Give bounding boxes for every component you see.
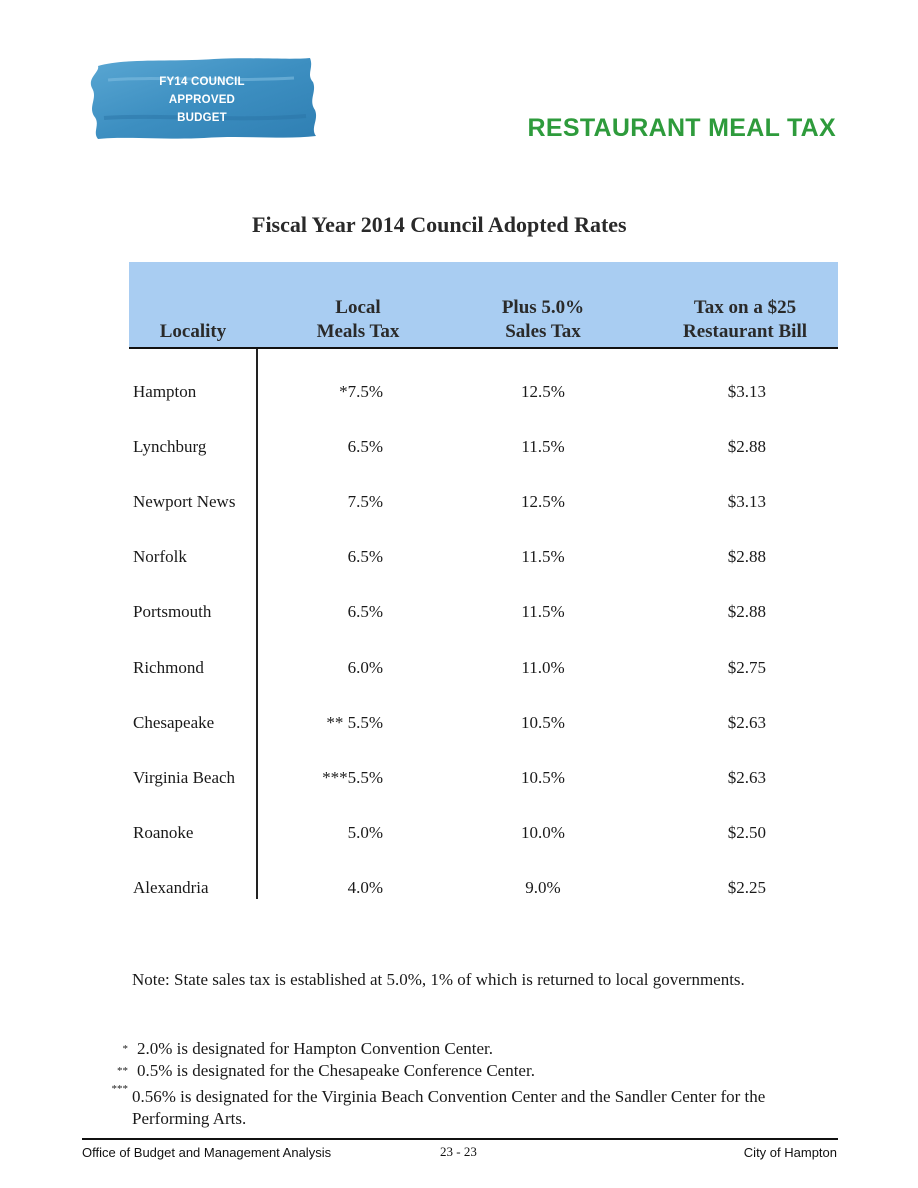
table-row: Alexandria 4.0% 9.0% $2.25 xyxy=(133,878,766,897)
header-locality: Locality xyxy=(159,321,227,342)
cell-tax-on-bill: $2.88 xyxy=(727,547,766,566)
footer-divider xyxy=(82,1138,838,1140)
badge-text: FY14 COUNCIL APPROVED BUDGET xyxy=(146,73,258,127)
cell-local-meals-tax: ** 5.5% xyxy=(326,713,383,732)
section-title: RESTAURANT MEAL TAX xyxy=(527,114,836,142)
table-row: Hampton *7.5% 12.5% $3.13 xyxy=(133,382,766,401)
budget-badge: FY14 COUNCIL APPROVED BUDGET xyxy=(84,56,322,140)
cell-local-meals-tax: 5.0% xyxy=(347,823,383,842)
cell-locality: Alexandria xyxy=(133,878,209,897)
note-text: Note: State sales tax is established at … xyxy=(132,970,745,989)
cell-local-meals-tax: 4.0% xyxy=(347,878,383,897)
cell-tax-on-bill: $2.25 xyxy=(727,878,766,897)
table-row: Newport News 7.5% 12.5% $3.13 xyxy=(133,492,766,511)
cell-local-meals-tax: 6.5% xyxy=(347,602,383,621)
footnote-text: 0.56% is designated for the Virginia Bea… xyxy=(132,1087,766,1128)
cell-tax-on-bill: $2.88 xyxy=(727,437,766,456)
footer-page-number: 23 - 23 xyxy=(440,1144,477,1159)
cell-locality: Hampton xyxy=(133,382,197,401)
footnote-mark: *** xyxy=(111,1083,129,1095)
footnote-text: 2.0% is designated for Hampton Conventio… xyxy=(137,1039,493,1058)
cell-tax-on-bill: $3.13 xyxy=(727,492,766,511)
footnote-mark: * xyxy=(122,1043,129,1055)
table-title: Fiscal Year 2014 Council Adopted Rates xyxy=(252,212,627,237)
header-tax-on-bill: Tax on a $25 Restaurant Bill xyxy=(682,297,808,342)
cell-locality: Roanoke xyxy=(133,823,194,842)
footnote-mark: ** xyxy=(117,1065,128,1077)
badge-line: APPROVED xyxy=(168,94,236,106)
footnote-text: 0.5% is designated for the Chesapeake Co… xyxy=(137,1061,535,1080)
cell-tax-on-bill: $2.50 xyxy=(727,823,766,842)
cell-locality: Norfolk xyxy=(133,547,187,566)
cell-local-meals-tax: 6.5% xyxy=(347,437,383,456)
table-row: Portsmouth 6.5% 11.5% $2.88 xyxy=(133,602,766,621)
paint-stroke-icon xyxy=(90,58,317,139)
cell-tax-on-bill: $2.88 xyxy=(727,602,766,621)
cell-local-meals-tax: ***5.5% xyxy=(322,768,383,787)
cell-local-meals-tax: 6.5% xyxy=(347,547,383,566)
cell-local-meals-tax: 7.5% xyxy=(347,492,383,511)
cell-locality: Richmond xyxy=(133,658,204,677)
header-plus-sales-tax: Plus 5.0% Sales Tax xyxy=(501,297,585,342)
cell-locality: Portsmouth xyxy=(133,602,212,621)
table-header: Locality Local Meals Tax Plus 5.0% Sales… xyxy=(129,262,838,349)
table-row: Roanoke 5.0% 10.0% $2.50 xyxy=(133,823,766,842)
cell-local-meals-tax: 6.0% xyxy=(347,658,383,677)
cell-tax-on-bill: $2.63 xyxy=(727,768,766,787)
cell-locality: Chesapeake xyxy=(133,713,215,732)
table-row: Norfolk 6.5% 11.5% $2.88 xyxy=(133,547,766,566)
cell-tax-on-bill: $2.63 xyxy=(727,713,766,732)
cell-local-meals-tax: *7.5% xyxy=(339,382,383,401)
cell-locality: Lynchburg xyxy=(133,437,207,456)
footer-office: Office of Budget and Management Analysis xyxy=(82,1145,332,1160)
table-row: Richmond 6.0% 11.0% $2.75 xyxy=(133,658,766,677)
cell-locality: Virginia Beach xyxy=(133,768,236,787)
badge-line: FY14 COUNCIL xyxy=(159,76,245,88)
cell-tax-on-bill: $2.75 xyxy=(727,658,766,677)
footer-city: City of Hampton xyxy=(743,1145,837,1160)
cell-locality: Newport News xyxy=(133,492,236,511)
header-local-meals-tax: Local Meals Tax xyxy=(316,297,400,342)
table-row: Chesapeake ** 5.5% 10.5% $2.63 xyxy=(133,713,766,732)
cell-tax-on-bill: $3.13 xyxy=(727,382,766,401)
column-divider xyxy=(256,349,258,899)
table-row: Virginia Beach ***5.5% 10.5% $2.63 xyxy=(133,768,766,787)
badge-line: BUDGET xyxy=(177,112,227,124)
table-row: Lynchburg 6.5% 11.5% $2.88 xyxy=(133,437,766,456)
